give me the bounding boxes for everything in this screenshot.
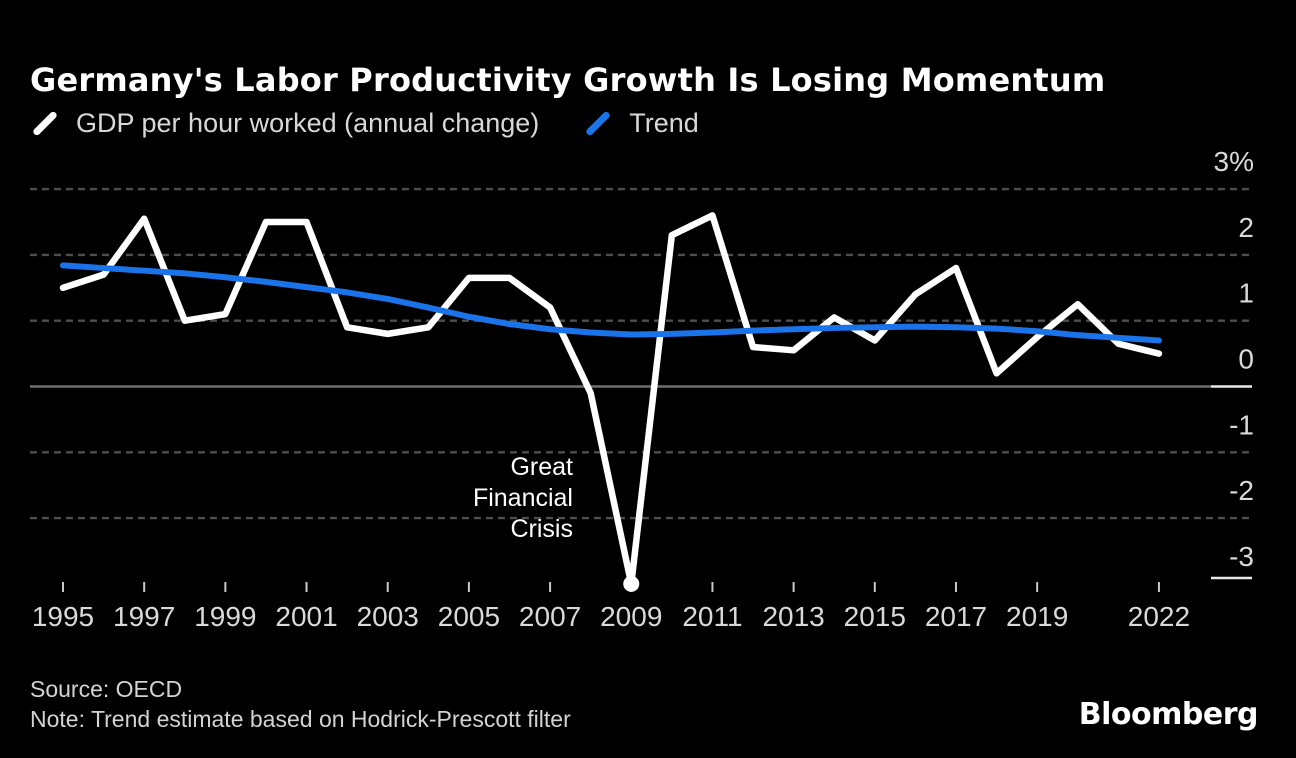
x-axis-label-2003: 2003 xyxy=(357,601,419,632)
x-axis-label-1999: 1999 xyxy=(194,601,256,632)
crisis-annotation: Great Financial Crisis xyxy=(472,453,573,543)
x-axis-label-2005: 2005 xyxy=(438,601,500,632)
legend-item-gdp: GDP per hour worked (annual change) xyxy=(30,108,539,139)
y-axis-label--1: -1 xyxy=(1229,409,1254,440)
legend-item-trend: Trend xyxy=(583,108,699,139)
bloomberg-logo: Bloomberg xyxy=(1078,697,1259,732)
x-axis-label-2015: 2015 xyxy=(844,601,906,632)
y-axis-label--2: -2 xyxy=(1229,475,1254,506)
gdp-line xyxy=(59,212,1163,588)
x-axis-label-2001: 2001 xyxy=(275,601,337,632)
x-axis-label-2007: 2007 xyxy=(519,601,581,632)
y-axis-label-3%: 3% xyxy=(1214,146,1254,177)
y-axis-label--3: -3 xyxy=(1229,541,1254,572)
legend-label-trend: Trend xyxy=(629,107,699,138)
x-axis-label-2019: 2019 xyxy=(1006,601,1068,632)
note-text: Note: Trend estimate based on Hodrick-Pr… xyxy=(30,706,571,732)
x-axis-label-2013: 2013 xyxy=(762,601,824,632)
x-axis-label-2011: 2011 xyxy=(682,601,742,632)
x-axis-label-2009: 2009 xyxy=(600,601,662,632)
x-axis-label-1997: 1997 xyxy=(113,601,175,632)
gfc-marker-dot xyxy=(623,575,640,592)
y-axis-label-0: 0 xyxy=(1238,344,1254,375)
chart-legend: GDP per hour worked (annual change) Tren… xyxy=(30,106,699,140)
y-axis-label-2: 2 xyxy=(1238,212,1254,243)
x-axis-label-2022: 2022 xyxy=(1128,601,1190,632)
x-axis-label-1995: 1995 xyxy=(32,601,94,632)
y-axis-label-1: 1 xyxy=(1238,278,1254,309)
trend-line xyxy=(60,262,1162,344)
legend-label-gdp: GDP per hour worked (annual change) xyxy=(76,107,540,138)
source-text: Source: OECD xyxy=(30,676,183,702)
x-axis-label-2017: 2017 xyxy=(925,601,987,632)
chart-title: Germany's Labor Productivity Growth Is L… xyxy=(30,61,1106,100)
